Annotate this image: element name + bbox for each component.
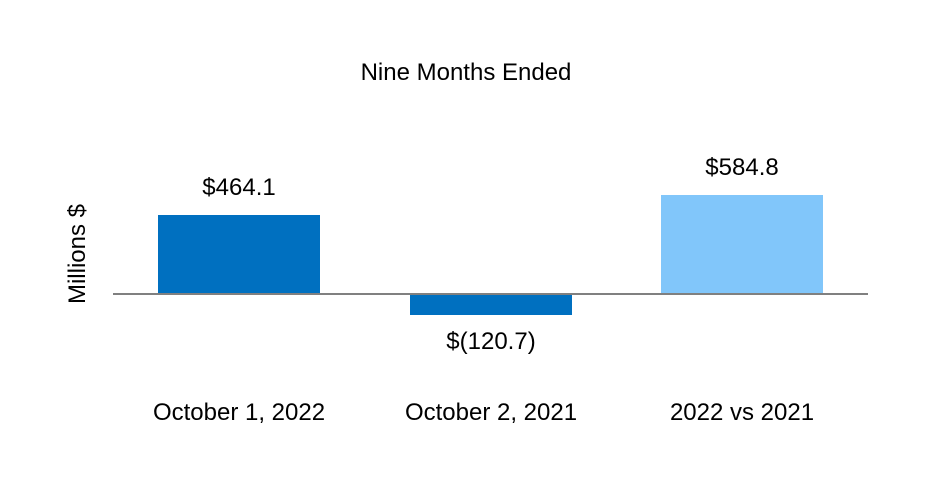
bar [661,195,823,293]
bar [158,215,320,293]
bar-value-label: $(120.7) [446,328,536,355]
chart-title: Nine Months Ended [360,59,572,86]
bar-value-label: $584.8 [705,154,779,181]
x-axis-category-label: 2022 vs 2021 [669,399,815,426]
x-axis-category-label: October 1, 2022 [152,399,326,426]
y-axis-label: Millions $ [64,203,91,305]
bar [410,295,572,315]
bar-value-label: $464.1 [202,174,276,201]
x-axis-line [113,293,868,295]
x-axis-category-label: October 2, 2021 [404,399,578,426]
